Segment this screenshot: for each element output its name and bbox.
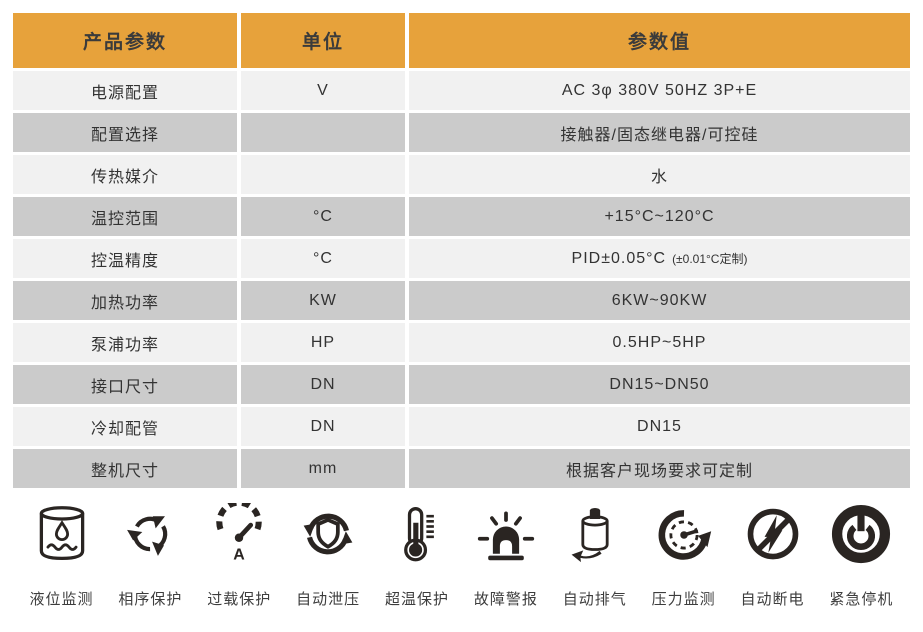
unit-cell: KW <box>241 281 405 320</box>
table-row: 整机尺寸 mm 根据客户现场要求可定制 <box>13 449 910 488</box>
exhaust-cylinder-icon <box>571 507 609 563</box>
table-row: 温控范围 °C +15°C~120°C <box>13 197 910 236</box>
overload-gauge-icon: A <box>216 503 262 563</box>
value-cell: DN15 <box>409 407 910 446</box>
value-cell: 水 <box>409 155 910 194</box>
feature-fault-alarm: 故障警报 <box>462 503 549 609</box>
param-name-cell: 温控范围 <box>13 197 237 236</box>
unit-cell: °C <box>241 197 405 236</box>
feature-label: 过载保护 <box>207 591 272 608</box>
pressure-gauge-icon <box>658 510 711 560</box>
table-row: 冷却配管 DN DN15 <box>13 407 910 446</box>
feature-auto-exhaust: 自动排气 <box>551 503 638 609</box>
table-row: 配置选择 接触器/固态继电器/可控硅 <box>13 113 910 152</box>
phase-sequence-icon <box>127 516 168 556</box>
unit-cell <box>241 155 405 194</box>
value-cell: AC 3φ 380V 50HZ 3P+E <box>409 71 910 110</box>
table-header-row: 产品参数 单位 参数值 <box>13 13 910 68</box>
value-cell: DN15~DN50 <box>409 365 910 404</box>
value-main: PID±0.05°C <box>571 249 667 267</box>
unit-cell: DN <box>241 365 405 404</box>
feature-label: 液位监测 <box>29 591 94 608</box>
unit-cell <box>241 113 405 152</box>
value-cell: 根据客户现场要求可定制 <box>409 449 910 488</box>
value-cell: +15°C~120°C <box>409 197 910 236</box>
liquid-level-icon <box>39 506 84 561</box>
feature-phase-sequence: 相序保护 <box>107 503 194 609</box>
value-cell: 接触器/固态继电器/可控硅 <box>409 113 910 152</box>
unit-cell: DN <box>241 407 405 446</box>
value-cell: PID±0.05°C (±0.01°C定制) <box>409 239 910 278</box>
feature-label: 压力监测 <box>651 591 716 608</box>
param-name-cell: 泵浦功率 <box>13 323 237 362</box>
feature-emergency-stop: 紧急停机 <box>818 503 905 609</box>
table-row: 传热媒介 水 <box>13 155 910 194</box>
feature-pressure-monitor: 压力监测 <box>640 503 727 609</box>
param-name-cell: 整机尺寸 <box>13 449 237 488</box>
value-cell: 6KW~90KW <box>409 281 910 320</box>
param-name-cell: 传热媒介 <box>13 155 237 194</box>
feature-label: 自动泄压 <box>296 591 361 608</box>
feature-label: 故障警报 <box>473 591 538 608</box>
svg-text:A: A <box>234 546 246 563</box>
pressure-relief-icon <box>303 513 353 555</box>
param-name-cell: 配置选择 <box>13 113 237 152</box>
param-name-cell: 冷却配管 <box>13 407 237 446</box>
param-name-cell: 加热功率 <box>13 281 237 320</box>
feature-liquid-level: 液位监测 <box>18 503 105 609</box>
table-row: 加热功率 KW 6KW~90KW <box>13 281 910 320</box>
value-cell: 0.5HP~5HP <box>409 323 910 362</box>
table-row: 电源配置 V AC 3φ 380V 50HZ 3P+E <box>13 71 910 110</box>
header-unit: 单位 <box>241 13 405 68</box>
table-row: 控温精度 °C PID±0.05°C (±0.01°C定制) <box>13 239 910 278</box>
header-value: 参数值 <box>409 13 910 68</box>
unit-cell: mm <box>241 449 405 488</box>
power-cut-icon <box>747 508 798 560</box>
product-parameter-table: 产品参数 单位 参数值 电源配置 V AC 3φ 380V 50HZ 3P+E … <box>13 13 910 488</box>
emergency-stop-icon <box>832 504 891 564</box>
value-note: (±0.01°C定制) <box>672 252 748 266</box>
table-row: 接口尺寸 DN DN15~DN50 <box>13 365 910 404</box>
param-name-cell: 接口尺寸 <box>13 365 237 404</box>
unit-cell: °C <box>241 239 405 278</box>
param-name-cell: 控温精度 <box>13 239 237 278</box>
thermometer-icon <box>404 507 434 562</box>
feature-over-temp: 超温保护 <box>374 503 461 609</box>
unit-cell: V <box>241 71 405 110</box>
alarm-beacon-icon <box>477 511 534 561</box>
feature-pressure-relief: 自动泄压 <box>285 503 372 609</box>
feature-overload: A 过载保护 <box>196 503 283 609</box>
header-param: 产品参数 <box>13 13 237 68</box>
feature-label: 自动排气 <box>562 591 627 608</box>
feature-icons-strip: 液位监测 相序保护 <box>0 491 923 609</box>
feature-label: 紧急停机 <box>829 591 894 608</box>
feature-label: 超温保护 <box>384 591 449 608</box>
unit-cell: HP <box>241 323 405 362</box>
feature-label: 相序保护 <box>118 591 183 608</box>
table-row: 泵浦功率 HP 0.5HP~5HP <box>13 323 910 362</box>
feature-auto-power-off: 自动断电 <box>729 503 816 609</box>
feature-label: 自动断电 <box>740 591 805 608</box>
param-name-cell: 电源配置 <box>13 71 237 110</box>
